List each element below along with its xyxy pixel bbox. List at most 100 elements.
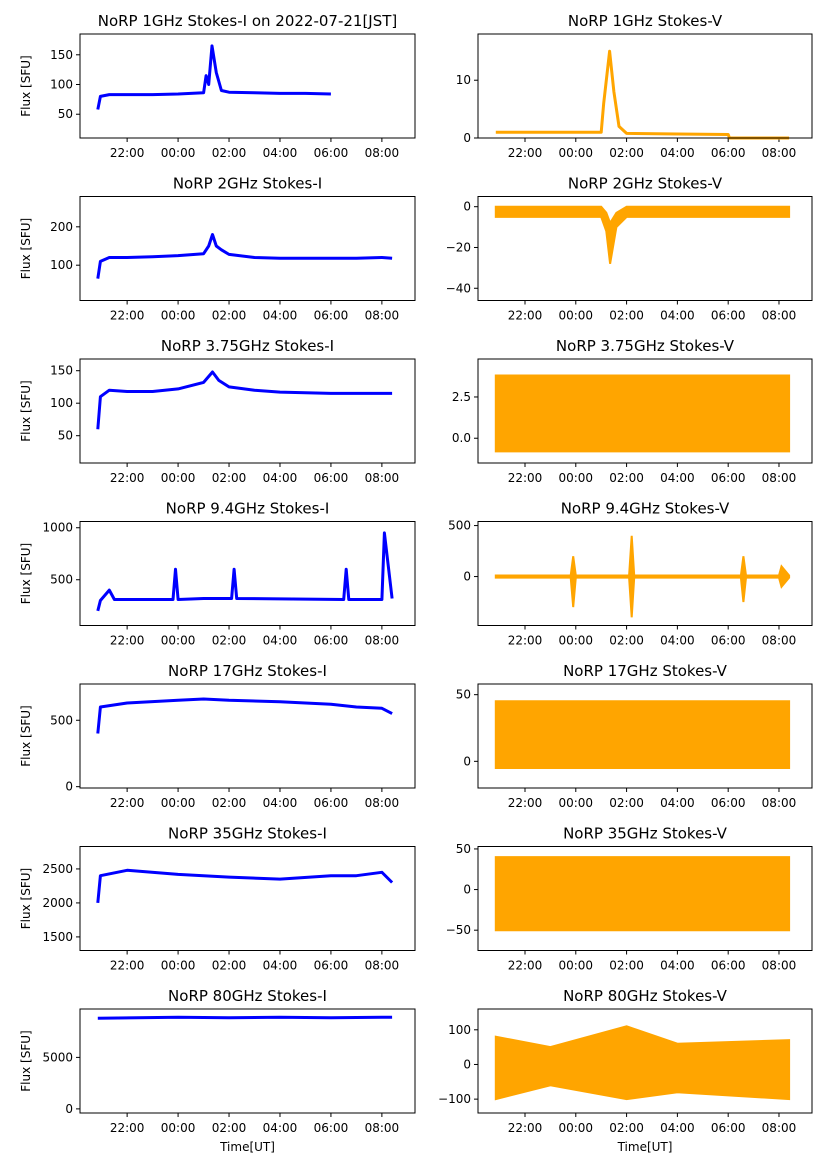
panel-title: NoRP 1GHz Stokes-I on 2022-07-21[JST]	[98, 12, 398, 30]
flux-line	[96, 697, 393, 734]
y-tick-label: −100	[438, 1092, 471, 1106]
y-tick-label: 0	[65, 780, 73, 794]
x-tick-label: 02:00	[212, 471, 247, 485]
y-axis-label: Flux [SFU]	[19, 380, 33, 441]
y-tick-label: 500	[50, 573, 73, 587]
x-tick-label: 06:00	[314, 1121, 349, 1135]
x-tick-label: 02:00	[609, 796, 644, 810]
panel-title: NoRP 9.4GHz Stokes-I	[166, 500, 330, 518]
panel-title: NoRP 80GHz Stokes-V	[563, 987, 728, 1005]
x-tick-label: 04:00	[660, 1121, 695, 1135]
x-tick-label: 08:00	[762, 1121, 797, 1135]
panel-title: NoRP 17GHz Stokes-I	[168, 662, 327, 680]
plot-frame	[477, 196, 813, 301]
y-tick-label: 100	[448, 1023, 471, 1037]
x-tick-label: 08:00	[762, 634, 797, 648]
x-tick-label: 06:00	[711, 959, 746, 973]
x-tick-label: 08:00	[365, 796, 400, 810]
x-tick-label: 02:00	[609, 471, 644, 485]
x-tick-label: 00:00	[161, 634, 196, 648]
x-tick-label: 22:00	[110, 796, 145, 810]
panel-title: NoRP 80GHz Stokes-I	[168, 987, 327, 1005]
y-tick-label: 2500	[42, 862, 73, 876]
x-tick-label: 06:00	[711, 146, 746, 160]
y-tick-label: 0	[463, 200, 471, 214]
x-tick-label: 00:00	[558, 146, 593, 160]
x-tick-label: 22:00	[508, 309, 543, 323]
x-tick-label: 04:00	[263, 309, 298, 323]
x-tick-label: 08:00	[762, 959, 797, 973]
flux-band	[494, 535, 791, 618]
y-tick-label: 0	[463, 883, 471, 897]
x-tick-label: 08:00	[762, 146, 797, 160]
x-tick-label: 06:00	[314, 796, 349, 810]
y-axis-label: Flux [SFU]	[19, 55, 33, 116]
x-tick-label: 22:00	[508, 796, 543, 810]
y-tick-label: 0	[463, 754, 471, 768]
panel-title: NoRP 9.4GHz Stokes-V	[561, 500, 730, 518]
x-tick-label: 02:00	[609, 1121, 644, 1135]
panel-title: NoRP 35GHz Stokes-V	[563, 825, 728, 843]
x-tick-label: 08:00	[365, 634, 400, 648]
y-tick-label: 0.0	[452, 431, 471, 445]
flux-line	[97, 1015, 393, 1020]
flux-band	[494, 1025, 791, 1101]
x-tick-label: 00:00	[161, 959, 196, 973]
x-tick-label: 00:00	[558, 634, 593, 648]
x-tick-label: 06:00	[711, 309, 746, 323]
x-tick-label: 08:00	[762, 796, 797, 810]
x-tick-label: 06:00	[711, 634, 746, 648]
y-tick-label: 1500	[42, 930, 73, 944]
y-tick-label: 500	[448, 519, 471, 533]
x-tick-label: 02:00	[212, 796, 247, 810]
x-tick-label: 22:00	[508, 959, 543, 973]
x-tick-label: 06:00	[711, 1121, 746, 1135]
flux-line	[96, 44, 331, 110]
y-tick-label: −50	[446, 923, 471, 937]
plot-frame	[79, 1008, 416, 1114]
x-tick-label: 04:00	[263, 1121, 298, 1135]
x-tick-label: 00:00	[558, 959, 593, 973]
x-tick-label: 06:00	[314, 309, 349, 323]
flux-line	[96, 370, 393, 430]
y-tick-label: 150	[50, 48, 73, 62]
x-tick-label: 02:00	[212, 1121, 247, 1135]
y-axis-label: Flux [SFU]	[19, 868, 33, 929]
flux-band	[494, 374, 791, 453]
plot-frame	[477, 1008, 813, 1114]
y-tick-label: 0	[463, 1057, 471, 1071]
x-tick-label: 00:00	[558, 796, 593, 810]
x-tick-label: 04:00	[660, 796, 695, 810]
x-tick-label: 04:00	[263, 796, 298, 810]
y-tick-label: 100	[50, 258, 73, 272]
x-tick-label: 08:00	[762, 309, 797, 323]
plot-frame	[477, 846, 813, 951]
x-tick-label: 02:00	[212, 146, 247, 160]
x-tick-label: 22:00	[110, 309, 145, 323]
x-tick-label: 22:00	[110, 146, 145, 160]
x-tick-label: 04:00	[660, 309, 695, 323]
y-axis-label: Flux [SFU]	[19, 543, 33, 604]
panel-title: NoRP 1GHz Stokes-V	[568, 12, 723, 30]
plot-frame	[79, 846, 416, 951]
plot-frame	[79, 683, 416, 789]
plot-frame	[79, 521, 416, 626]
x-tick-label: 02:00	[609, 959, 644, 973]
y-tick-label: 100	[50, 78, 73, 92]
x-tick-label: 00:00	[558, 309, 593, 323]
x-tick-label: 04:00	[660, 146, 695, 160]
y-tick-label: 0	[463, 570, 471, 584]
x-tick-label: 22:00	[508, 634, 543, 648]
x-tick-label: 22:00	[110, 634, 145, 648]
x-tick-label: 04:00	[263, 471, 298, 485]
plot-frame	[79, 196, 416, 301]
x-tick-label: 00:00	[161, 146, 196, 160]
x-tick-label: 06:00	[711, 796, 746, 810]
plot-frame	[477, 521, 813, 626]
x-axis-label: Time[UT]	[617, 1140, 673, 1154]
x-tick-label: 04:00	[660, 634, 695, 648]
x-tick-label: 22:00	[110, 471, 145, 485]
y-tick-label: 2000	[42, 896, 73, 910]
x-tick-label: 06:00	[314, 146, 349, 160]
plot-frame	[79, 33, 416, 139]
